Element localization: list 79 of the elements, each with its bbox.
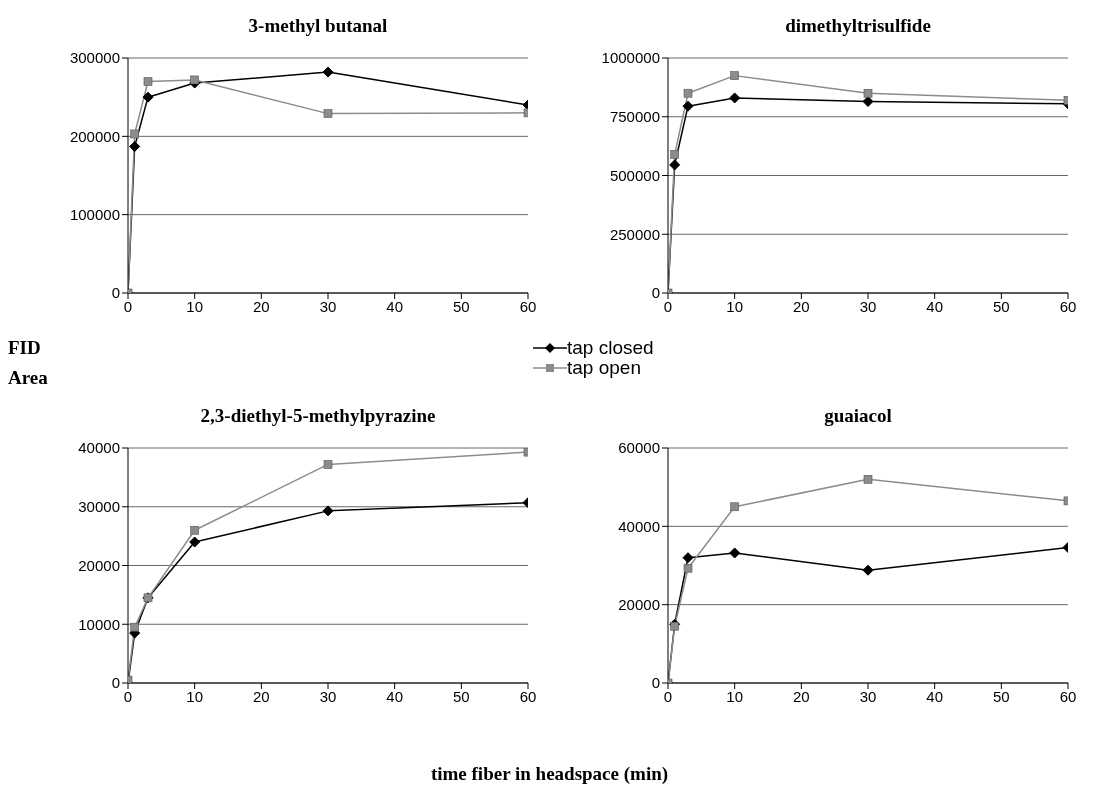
- point: [323, 109, 333, 118]
- x-tick-label: 30: [859, 687, 877, 705]
- point: [863, 475, 873, 484]
- x-tick-label: 20: [792, 687, 810, 705]
- point: [682, 552, 694, 564]
- point: [669, 159, 681, 171]
- chart-title: 2,3-diethyl-5-methylpyrazine: [199, 404, 437, 428]
- y-tick-label: 40000: [78, 439, 120, 457]
- x-tick-label: 0: [123, 687, 133, 705]
- x-tick-label: 10: [726, 687, 744, 705]
- x-tick-label: 20: [252, 297, 270, 315]
- point: [323, 460, 333, 469]
- x-tick-label: 20: [252, 687, 270, 705]
- x-tick-label: 0: [663, 297, 673, 315]
- x-tick-label: 50: [992, 297, 1010, 315]
- x-tick-label: 30: [859, 297, 877, 315]
- point: [142, 91, 154, 103]
- y-tick-label: 300000: [69, 49, 120, 67]
- y-tick-label: 40000: [618, 517, 660, 535]
- point: [130, 129, 139, 139]
- x-tick-label: 40: [386, 687, 404, 705]
- point: [682, 100, 694, 112]
- x-tick-label: 20: [792, 297, 810, 315]
- x-tick-label: 60: [1059, 687, 1077, 705]
- y-tick-label: 0: [651, 284, 660, 302]
- y-tick-label: 0: [111, 674, 120, 692]
- point: [863, 88, 873, 98]
- y-tick-label: 20000: [78, 556, 120, 574]
- y-tick-label: 0: [111, 284, 120, 302]
- point: [322, 505, 334, 517]
- x-tick-label: 0: [663, 687, 673, 705]
- y-tick-label: 0: [651, 674, 660, 692]
- x-tick-label: 60: [519, 687, 537, 705]
- point: [683, 88, 693, 98]
- point: [189, 536, 201, 548]
- x-tick-label: 50: [452, 297, 470, 315]
- point: [862, 564, 874, 576]
- y-tick-label: 60000: [618, 439, 660, 457]
- legend-label: tap closed: [567, 337, 654, 358]
- y-tick-label: 250000: [609, 225, 660, 243]
- y-tick-label: 100000: [69, 205, 120, 223]
- x-tick-label: 10: [186, 297, 204, 315]
- x-tick-label: 40: [386, 297, 404, 315]
- point: [143, 77, 153, 86]
- point: [729, 92, 741, 104]
- point: [129, 141, 141, 153]
- x-tick-label: 30: [319, 297, 337, 315]
- point: [190, 525, 199, 535]
- y-tick-label: 750000: [609, 108, 660, 126]
- x-tick-label: 0: [123, 297, 133, 315]
- point: [729, 547, 741, 559]
- x-tick-label: 60: [519, 297, 537, 315]
- x-tick-label: 40: [926, 687, 944, 705]
- point: [730, 502, 739, 512]
- legend-label: tap open: [567, 357, 641, 378]
- x-tick-label: 60: [1059, 297, 1077, 315]
- x-tick-label: 30: [319, 687, 337, 705]
- x-tick-label: 10: [186, 687, 204, 705]
- chart-title: dimethyltrisulfide: [784, 14, 932, 38]
- y-tick-label: 20000: [618, 595, 660, 613]
- y-tick-label: 1000000: [601, 49, 660, 67]
- point: [190, 75, 199, 85]
- x-tick-label: 40: [926, 297, 944, 315]
- x-tick-label: 50: [452, 687, 470, 705]
- x-tick-label: 10: [726, 297, 744, 315]
- point: [130, 622, 139, 632]
- y-tick-label: 500000: [609, 166, 660, 184]
- point: [322, 66, 334, 78]
- y-tick-label: 30000: [78, 498, 120, 516]
- y-tick-label: 10000: [78, 615, 120, 633]
- x-axis-title: time fiber in headspace (min): [429, 763, 670, 785]
- y-axis-title: FID Area: [8, 336, 48, 390]
- x-tick-label: 50: [992, 687, 1010, 705]
- point: [683, 563, 693, 573]
- chart-title: guaiacol: [823, 404, 893, 428]
- y-tick-label: 200000: [69, 127, 120, 145]
- point: [670, 150, 679, 159]
- point: [730, 71, 739, 80]
- chart-title: 3-methyl butanal: [247, 14, 389, 38]
